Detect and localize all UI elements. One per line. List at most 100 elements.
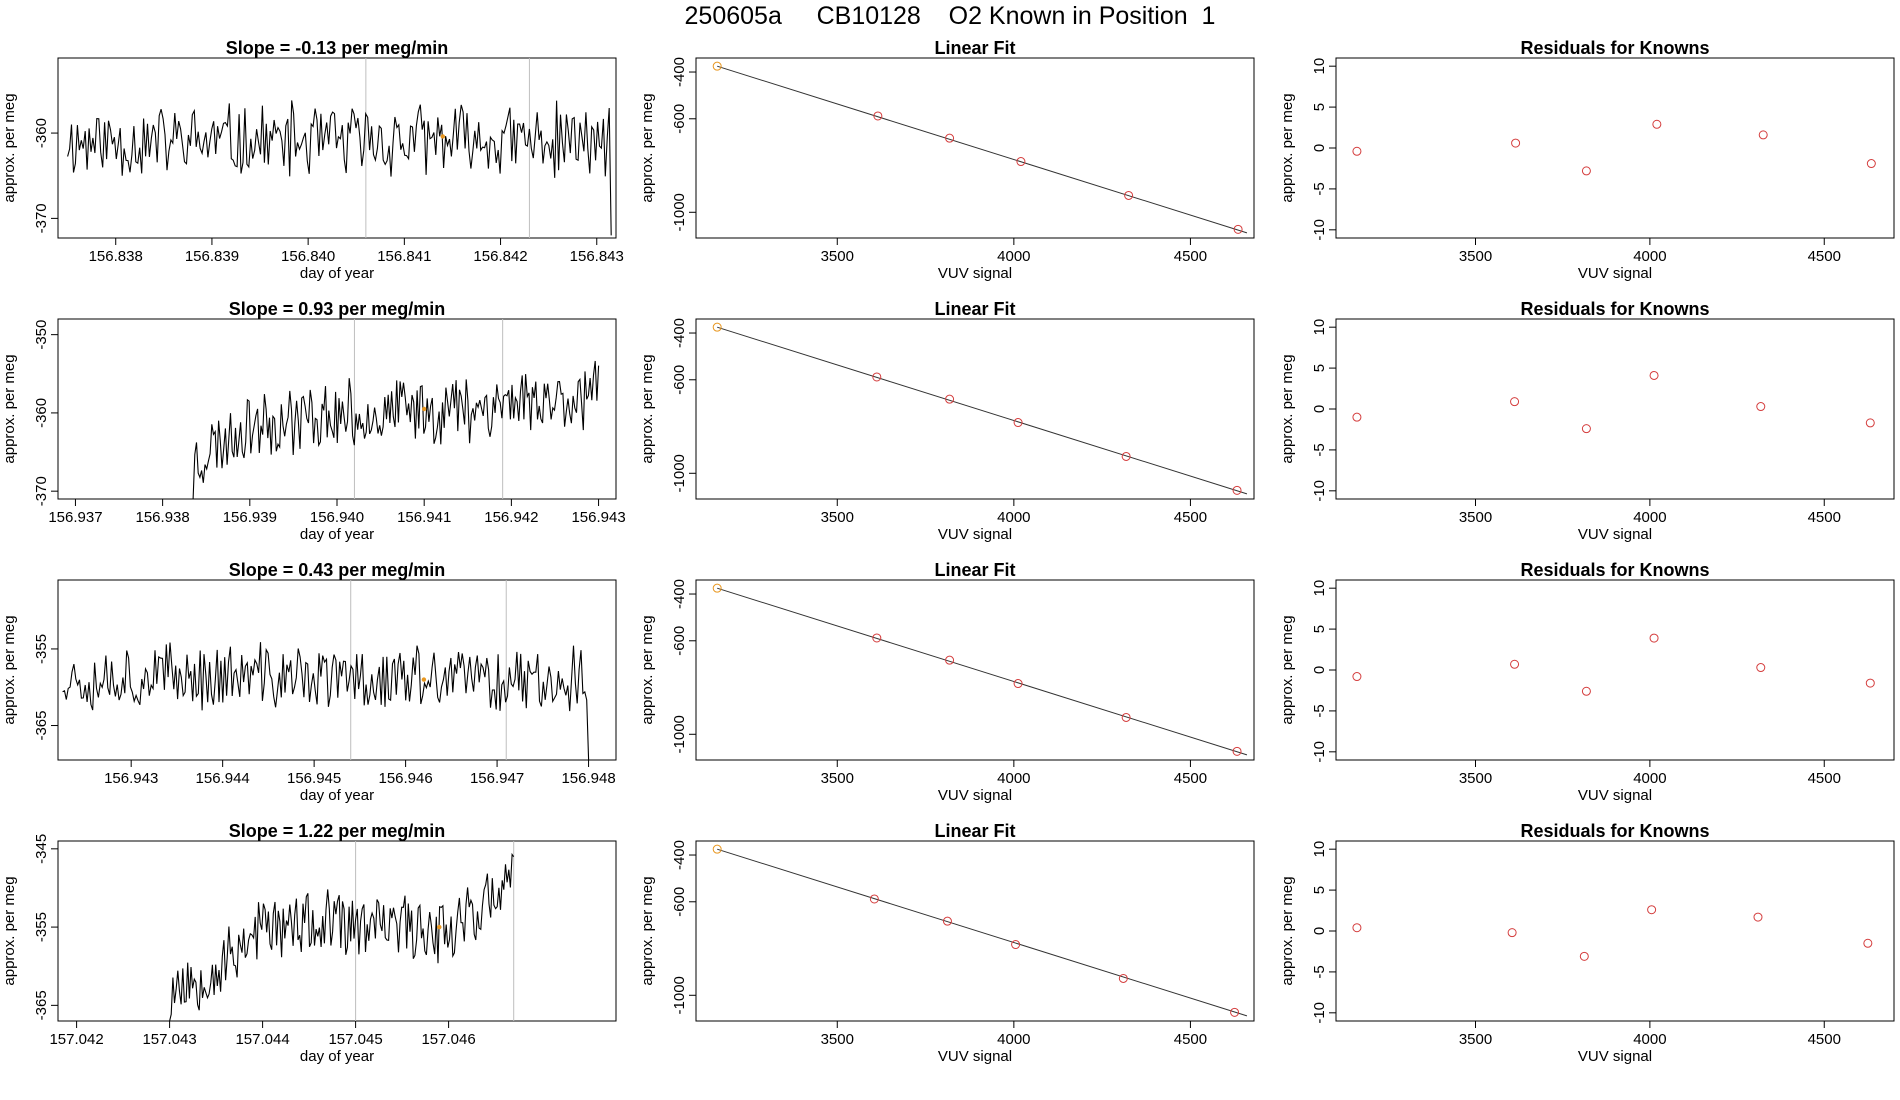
x-tick-label: 156.948 bbox=[561, 770, 615, 787]
data-point bbox=[1649, 633, 1659, 643]
y-tick-label: -370 bbox=[33, 476, 50, 506]
y-tick-label: -400 bbox=[671, 57, 688, 87]
x-axis-label: day of year bbox=[300, 787, 374, 804]
x-tick-label: 156.841 bbox=[377, 248, 431, 265]
x-tick-label: 156.938 bbox=[136, 509, 190, 526]
x-tick-label: 3500 bbox=[1459, 770, 1492, 787]
x-tick-label: 156.839 bbox=[185, 248, 239, 265]
x-tick-label: 156.945 bbox=[287, 770, 341, 787]
data-point bbox=[945, 394, 955, 404]
y-tick-label: -10 bbox=[1311, 1002, 1328, 1024]
panel-title: Residuals for Knowns bbox=[1520, 38, 1709, 58]
y-tick-label: 10 bbox=[1311, 841, 1328, 858]
x-tick-label: 156.939 bbox=[223, 509, 277, 526]
x-tick-label: 4000 bbox=[997, 248, 1030, 265]
data-point bbox=[872, 372, 882, 382]
plot-frame bbox=[57, 840, 617, 1022]
panel-title: Slope = -0.13 per meg/min bbox=[226, 38, 449, 58]
data-point bbox=[1581, 686, 1591, 696]
plot-area bbox=[717, 65, 1248, 234]
y-tick-label: -360 bbox=[33, 118, 50, 148]
x-tick-label: 4500 bbox=[1174, 248, 1207, 265]
data-point bbox=[1866, 159, 1876, 169]
panel-r4-c1: Slope = 1.22 per meg/min 157.042 157.043 15… bbox=[1, 821, 617, 1065]
mean-point-marker bbox=[440, 134, 446, 139]
x-tick-label: 4000 bbox=[1633, 509, 1666, 526]
panel-r3-c3: Residuals for Knowns 3500 4000 4500 -10 -5 0 5 1… bbox=[1279, 560, 1895, 804]
x-tick-label: 156.937 bbox=[48, 509, 102, 526]
y-tick-label: -400 bbox=[671, 318, 688, 348]
y-axis-label: approx. per meg bbox=[639, 354, 656, 463]
x-axis-label: VUV signal bbox=[1578, 787, 1652, 804]
data-point bbox=[1233, 224, 1243, 234]
y-tick-label: -400 bbox=[671, 840, 688, 870]
data-point bbox=[712, 583, 722, 593]
y-tick-label: -10 bbox=[1311, 741, 1328, 763]
y-axis-label: approx. per meg bbox=[639, 615, 656, 724]
data-point bbox=[1510, 397, 1520, 407]
x-axis-label: VUV signal bbox=[938, 787, 1012, 804]
panel-title: Linear Fit bbox=[934, 560, 1015, 580]
x-axis-label: VUV signal bbox=[938, 265, 1012, 282]
x-tick-label: 4000 bbox=[1633, 1031, 1666, 1048]
x-tick-label: 4000 bbox=[1633, 248, 1666, 265]
y-tick-label: -600 bbox=[671, 365, 688, 395]
data-trace-line bbox=[169, 852, 515, 1021]
data-point bbox=[945, 655, 955, 665]
x-axis-label: day of year bbox=[300, 265, 374, 282]
y-tick-label: -360 bbox=[33, 398, 50, 428]
fit-line bbox=[717, 587, 1248, 756]
y-axis-label: approx. per meg bbox=[1, 615, 18, 724]
x-tick-label: 4500 bbox=[1174, 1031, 1207, 1048]
x-tick-label: 3500 bbox=[821, 509, 854, 526]
plot-frame bbox=[695, 57, 1255, 239]
data-trace-line bbox=[62, 642, 590, 760]
x-axis-label: day of year bbox=[300, 1048, 374, 1065]
y-tick-label: -1000 bbox=[671, 976, 688, 1014]
plot-area bbox=[62, 580, 590, 760]
y-axis-label: approx. per meg bbox=[1, 93, 18, 202]
data-point bbox=[1013, 679, 1023, 689]
y-tick-label: 5 bbox=[1311, 886, 1328, 894]
y-axis-label: approx. per meg bbox=[1279, 354, 1296, 463]
x-tick-label: 3500 bbox=[1459, 248, 1492, 265]
y-tick-label: -1000 bbox=[671, 715, 688, 753]
data-point bbox=[1652, 119, 1662, 129]
y-tick-label: 10 bbox=[1311, 58, 1328, 75]
data-point bbox=[712, 322, 722, 332]
x-tick-label: 156.946 bbox=[378, 770, 432, 787]
x-tick-label: 4000 bbox=[997, 509, 1030, 526]
x-tick-label: 157.044 bbox=[235, 1031, 289, 1048]
y-tick-label: -1000 bbox=[671, 193, 688, 231]
data-trace-line bbox=[67, 100, 612, 236]
x-tick-label: 3500 bbox=[1459, 1031, 1492, 1048]
x-tick-label: 157.043 bbox=[142, 1031, 196, 1048]
panel-title: Residuals for Knowns bbox=[1520, 560, 1709, 580]
plot-area bbox=[717, 848, 1248, 1017]
panel-r2-c1: Slope = 0.93 per meg/min 156.937 156.938 15… bbox=[1, 299, 626, 543]
x-axis-label: VUV signal bbox=[1578, 526, 1652, 543]
x-tick-label: 156.943 bbox=[104, 770, 158, 787]
panel-r4-c3: Residuals for Knowns 3500 4000 4500 -10 -5 0 5 1… bbox=[1279, 821, 1895, 1065]
x-tick-label: 4500 bbox=[1808, 509, 1841, 526]
plot-frame bbox=[1335, 840, 1895, 1022]
panel-title: Residuals for Knowns bbox=[1520, 299, 1709, 319]
panel-title: Linear Fit bbox=[934, 38, 1015, 58]
x-tick-label: 156.838 bbox=[89, 248, 143, 265]
panel-title: Residuals for Knowns bbox=[1520, 821, 1709, 841]
data-point bbox=[712, 61, 722, 71]
data-point bbox=[1753, 912, 1763, 922]
data-point bbox=[1352, 146, 1362, 156]
y-tick-label: -365 bbox=[33, 990, 50, 1020]
data-point bbox=[1863, 938, 1873, 948]
data-point bbox=[872, 633, 882, 643]
plot-area bbox=[717, 587, 1248, 756]
y-tick-label: -5 bbox=[1311, 182, 1328, 195]
panel-r2-c3: Residuals for Knowns 3500 4000 4500 -10 -5 0 5 1… bbox=[1279, 299, 1895, 543]
panel-r3-c2: Linear Fit 3500 4000 4500 -400 -600 -1000 VUV s… bbox=[639, 560, 1255, 804]
panel-title: Slope = 0.43 per meg/min bbox=[229, 560, 446, 580]
x-tick-label: 3500 bbox=[821, 248, 854, 265]
mean-point-marker bbox=[437, 924, 442, 930]
data-point bbox=[1581, 166, 1591, 176]
